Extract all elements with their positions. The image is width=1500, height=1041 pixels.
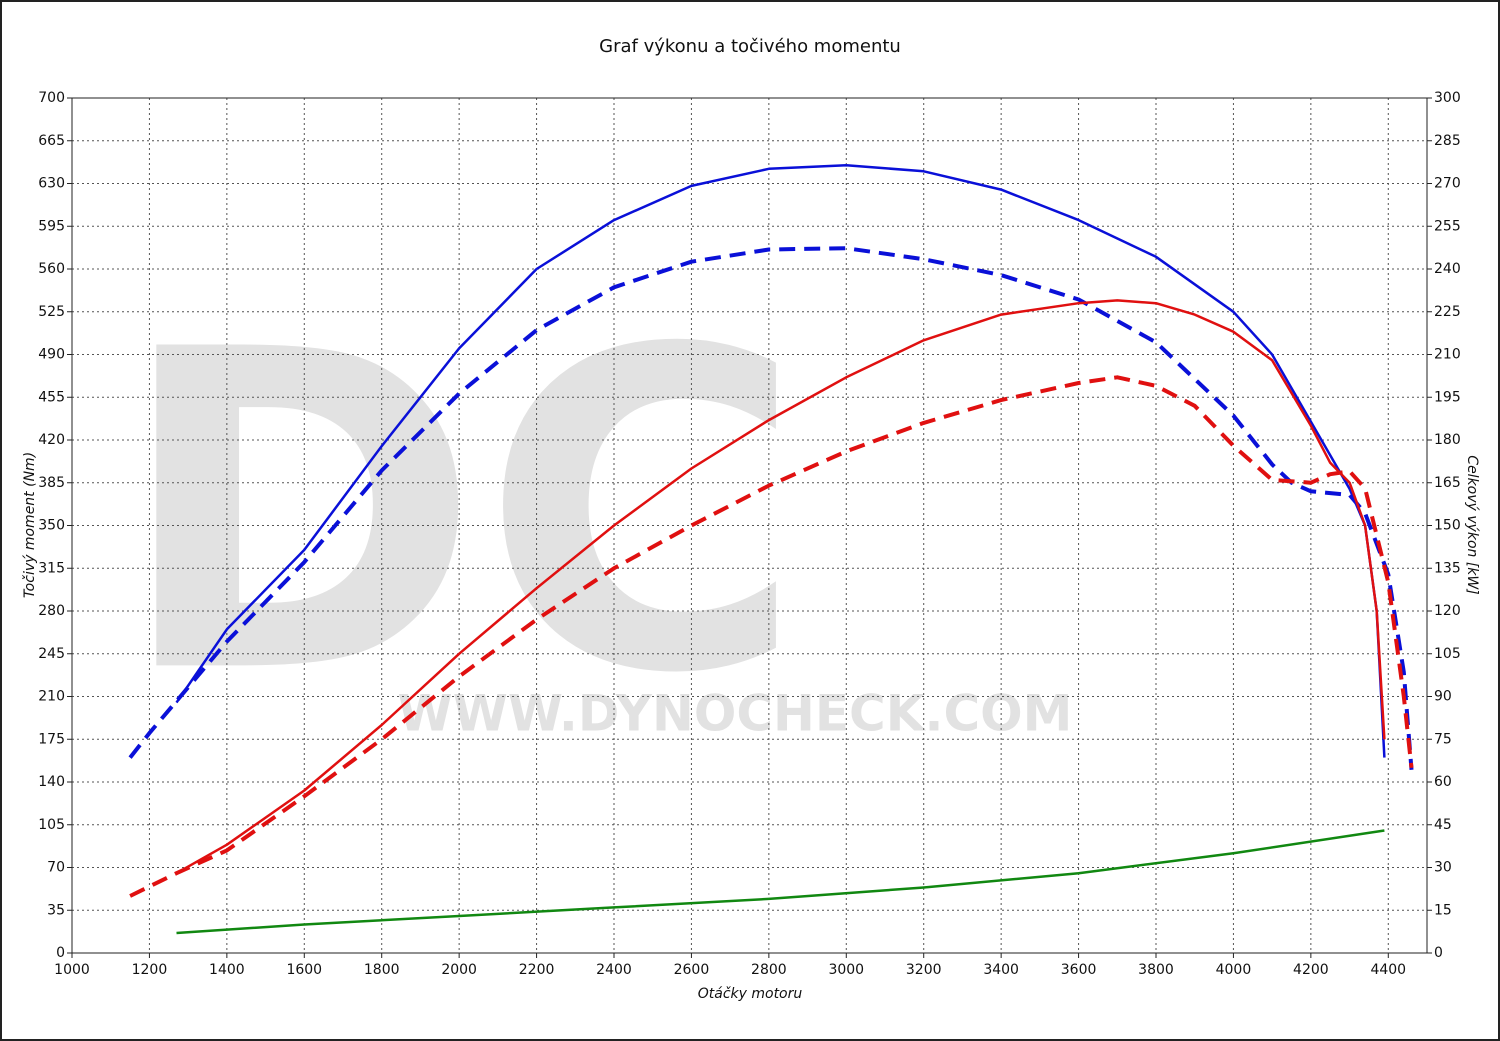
y-tick-label: 0 — [56, 945, 65, 961]
x-tick-label: 3200 — [906, 962, 942, 978]
y2-tick-label: 105 — [1434, 646, 1461, 662]
series-line — [129, 375, 1414, 898]
y-tick-label: 420 — [38, 432, 65, 448]
x-tick-label: 3600 — [1061, 962, 1097, 978]
y-tick-label: 700 — [38, 90, 65, 106]
x-tick-label: 3400 — [983, 962, 1019, 978]
y2-tick-label: 150 — [1434, 518, 1461, 534]
y-tick-label: 665 — [38, 133, 65, 149]
x-tick-label: 2000 — [441, 962, 477, 978]
x-axis-label: Otáčky motoru — [698, 986, 803, 1002]
plot-area — [71, 97, 1428, 954]
y-tick-label: 70 — [47, 860, 65, 876]
y-tick-label: 385 — [38, 475, 65, 491]
chart-title: Graf výkonu a točivého momentu — [599, 36, 901, 57]
y-tick-label: 560 — [38, 261, 65, 277]
x-tick-label: 1600 — [286, 962, 322, 978]
y-tick-label: 525 — [38, 304, 65, 320]
y2-tick-label: 240 — [1434, 261, 1461, 277]
x-tick-label: 4000 — [1216, 962, 1252, 978]
y2-tick-label: 15 — [1434, 902, 1452, 918]
y2-tick-label: 0 — [1434, 945, 1443, 961]
x-tick-label: 2400 — [596, 962, 632, 978]
y-tick-label: 630 — [38, 176, 65, 192]
y-tick-label: 315 — [38, 560, 65, 576]
y2-tick-label: 75 — [1434, 731, 1452, 747]
x-tick-label: 4400 — [1370, 962, 1406, 978]
y2-tick-label: 210 — [1434, 347, 1461, 363]
y-tick-label: 210 — [38, 689, 65, 705]
y-tick-label: 245 — [38, 646, 65, 662]
watermark: DC — [116, 257, 804, 769]
x-tick-label: 3000 — [828, 962, 864, 978]
series-line — [175, 299, 1386, 875]
x-tick-label: 1200 — [132, 962, 168, 978]
y2-axis-label: Celkový výkon [kW] — [1464, 455, 1480, 594]
x-tick-label: 2200 — [519, 962, 555, 978]
y2-tick-label: 45 — [1434, 817, 1452, 833]
y2-tick-label: 180 — [1434, 432, 1461, 448]
x-tick-label: 1000 — [54, 962, 90, 978]
y2-tick-label: 195 — [1434, 389, 1461, 405]
y-tick-label: 105 — [38, 817, 65, 833]
y-tick-label: 140 — [38, 774, 65, 790]
y-tick-label: 490 — [38, 347, 65, 363]
series-line — [176, 829, 1385, 935]
x-tick-label: 1800 — [364, 962, 400, 978]
x-tick-label: 2600 — [674, 962, 710, 978]
watermark: WWW.DYNOCHECK.COM — [398, 685, 1073, 743]
y2-tick-label: 270 — [1434, 176, 1461, 192]
y2-tick-label: 120 — [1434, 603, 1461, 619]
y2-tick-label: 285 — [1434, 133, 1461, 149]
y2-tick-label: 90 — [1434, 689, 1452, 705]
y2-tick-label: 60 — [1434, 774, 1452, 790]
y-tick-label: 595 — [38, 218, 65, 234]
y-tick-label: 280 — [38, 603, 65, 619]
y2-tick-label: 165 — [1434, 475, 1461, 491]
x-tick-label: 4200 — [1293, 962, 1329, 978]
series-line — [175, 163, 1386, 758]
y-tick-label: 350 — [38, 518, 65, 534]
y2-tick-label: 225 — [1434, 304, 1461, 320]
y-tick-label: 455 — [38, 389, 65, 405]
y-axis-label: Točivý moment (Nm) — [22, 452, 38, 598]
y-tick-label: 175 — [38, 731, 65, 747]
y2-tick-label: 300 — [1434, 90, 1461, 106]
y-tick-label: 35 — [47, 902, 65, 918]
y2-tick-label: 135 — [1434, 560, 1461, 576]
y2-tick-label: 255 — [1434, 218, 1461, 234]
x-tick-label: 1400 — [209, 962, 245, 978]
y2-tick-label: 30 — [1434, 860, 1452, 876]
x-tick-label: 3800 — [1138, 962, 1174, 978]
x-tick-label: 2800 — [751, 962, 787, 978]
